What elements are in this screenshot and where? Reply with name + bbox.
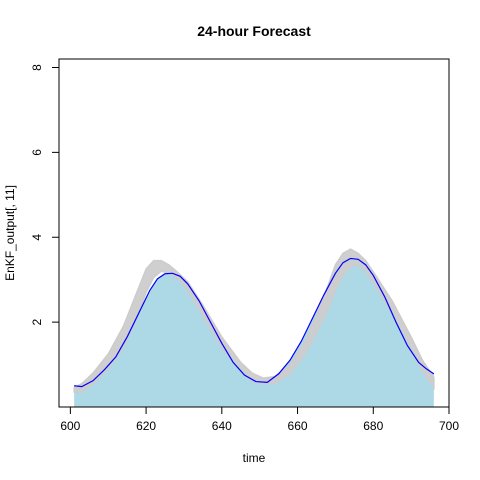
- x-axis-label: time: [243, 451, 266, 465]
- x-tick-label: 640: [212, 419, 232, 433]
- y-tick-label: 6: [30, 149, 44, 156]
- mean-area-fill: [74, 258, 434, 407]
- y-tick-label: 2: [30, 318, 44, 325]
- mean-line: [74, 257, 435, 388]
- x-tick-label: 680: [363, 419, 383, 433]
- x-tick-label: 600: [60, 419, 80, 433]
- y-tick-label: 4: [30, 234, 44, 241]
- x-axis: 600 620 640 660 680 700: [60, 406, 459, 433]
- y-tick-label: 8: [30, 64, 44, 71]
- x-tick-label: 700: [439, 419, 459, 433]
- plot-area: [73, 248, 435, 407]
- ensemble-band: [73, 248, 435, 393]
- y-axis: 2 4 6 8: [30, 64, 60, 325]
- x-tick-label: 620: [136, 419, 156, 433]
- y-axis-label: EnKF_output[, 11]: [3, 185, 17, 281]
- chart-title: 24-hour Forecast: [197, 23, 311, 39]
- x-tick-label: 660: [288, 419, 308, 433]
